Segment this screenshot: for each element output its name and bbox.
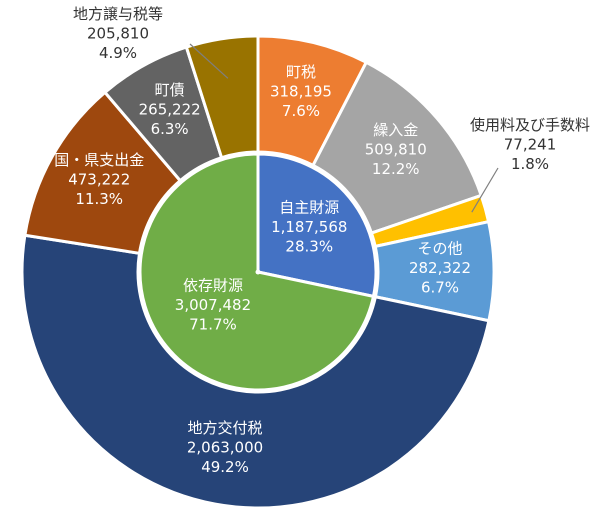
label-value: 2,063,000 <box>187 438 263 456</box>
outer-label-6: 町債 265,222 6.3% <box>139 81 201 138</box>
outer-slice-4 <box>20 233 491 510</box>
label-name: 地方交付税 <box>188 419 263 437</box>
label-percent: 1.8% <box>511 155 549 173</box>
label-value: 3,007,482 <box>175 296 251 314</box>
label-percent: 6.3% <box>151 120 189 138</box>
label-name: 地方譲与税等 <box>73 5 163 23</box>
outer-label-0: 町税 318,195 7.6% <box>270 63 332 120</box>
leader-line <box>471 167 499 213</box>
label-value: 282,322 <box>409 259 471 277</box>
inner-label-1: 依存財源 3,007,482 71.7% <box>175 277 251 334</box>
outer-label-2: 使用料及び手数料 77,241 1.8% <box>470 116 590 173</box>
label-value: 265,222 <box>139 100 201 118</box>
label-name: 繰入金 <box>373 121 418 139</box>
slice-labels: 自主財源 1,187,568 28.3% 依存財源 3,007,482 71.7% 町税 31… <box>54 5 590 476</box>
label-name: その他 <box>417 239 462 257</box>
label-value: 318,195 <box>270 83 332 101</box>
label-percent: 28.3% <box>285 237 333 255</box>
label-name: 国・県支出金 <box>54 151 144 169</box>
label-percent: 12.2% <box>372 160 420 178</box>
inner-slice-0 <box>256 152 378 299</box>
label-value: 1,187,568 <box>271 218 347 236</box>
label-percent: 71.7% <box>189 316 237 334</box>
label-value: 205,810 <box>87 25 149 43</box>
outer-label-4: 地方交付税 2,063,000 49.2% <box>187 419 263 476</box>
label-percent: 6.7% <box>421 278 459 296</box>
center-dot <box>255 269 261 275</box>
label-name: 町税 <box>286 63 316 81</box>
label-name: 依存財源 <box>183 277 243 295</box>
outer-label-5: 国・県支出金 473,222 11.3% <box>54 151 144 208</box>
outer-label-1: 繰入金 509,810 12.2% <box>365 121 427 178</box>
label-name: 自主財源 <box>279 198 339 216</box>
outer-slice-7 <box>184 34 260 160</box>
label-value: 77,241 <box>504 136 557 154</box>
outer-ring <box>20 34 496 510</box>
label-name: 使用料及び手数料 <box>470 116 590 134</box>
label-name: 町債 <box>155 81 185 99</box>
label-value: 473,222 <box>68 171 130 189</box>
label-percent: 4.9% <box>99 44 137 62</box>
inner-label-0: 自主財源 1,187,568 28.3% <box>271 198 347 255</box>
outer-label-3: その他 282,322 6.7% <box>409 239 471 296</box>
label-percent: 11.3% <box>75 190 123 208</box>
label-percent: 7.6% <box>282 102 320 120</box>
outer-label-7: 地方譲与税等 205,810 4.9% <box>73 5 163 62</box>
leader-line <box>189 43 229 79</box>
label-value: 509,810 <box>365 141 427 159</box>
label-percent: 49.2% <box>201 458 249 476</box>
